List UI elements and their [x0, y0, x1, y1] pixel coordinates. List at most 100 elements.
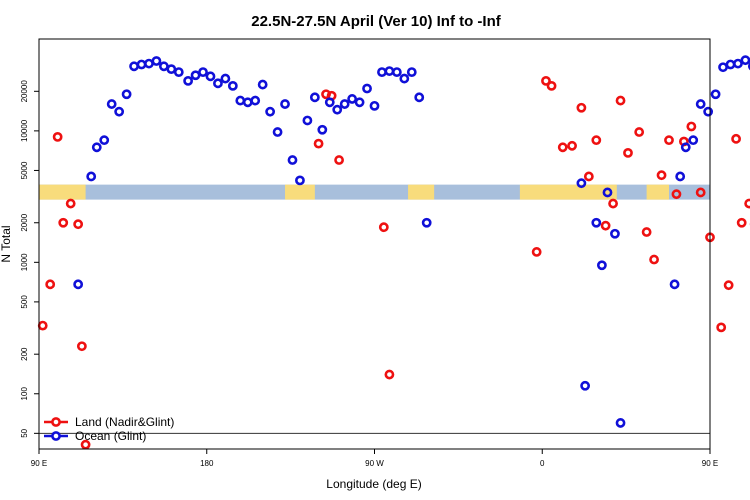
ocean-point-34 — [332, 104, 343, 115]
ocean-point-56 — [680, 142, 691, 153]
land-point-14 — [531, 247, 542, 257]
legend-marker-1 — [51, 431, 61, 441]
ocean-point-21 — [235, 95, 246, 106]
surface-band-land-4 — [646, 184, 669, 200]
ocean-point-43 — [399, 73, 410, 84]
surface-band-land-2 — [408, 184, 435, 200]
ocean-point-50 — [596, 260, 607, 271]
x-tick-label-2: 90 W — [365, 459, 384, 468]
ocean-point-46 — [421, 217, 432, 228]
ocean-point-31 — [309, 92, 320, 103]
land-point-23 — [608, 198, 618, 209]
ocean-point-9 — [144, 58, 154, 69]
chart-title: 22.5N-27.5N April (Ver 10) Inf to -Inf — [251, 13, 502, 30]
land-point-33 — [686, 121, 697, 132]
land-point-1 — [45, 279, 56, 290]
ocean-point-0 — [73, 279, 84, 290]
y-tick-label-1: 100 — [20, 387, 29, 401]
series-ocean — [73, 55, 750, 428]
land-point-2 — [52, 131, 63, 142]
ocean-point-23 — [250, 95, 261, 106]
land-point-20 — [583, 171, 594, 182]
plot-frame — [38, 38, 711, 450]
ocean-point-30 — [302, 115, 313, 126]
surface-band-land-1 — [285, 184, 315, 200]
land-point-39 — [736, 217, 747, 228]
ocean-point-36 — [347, 94, 358, 104]
ocean-point-47 — [576, 178, 587, 189]
ocean-point-11 — [158, 61, 169, 72]
land-point-36 — [716, 322, 727, 333]
ocean-point-3 — [99, 135, 110, 146]
ocean-point-41 — [384, 66, 395, 76]
ocean-point-54 — [669, 279, 680, 290]
ocean-point-7 — [129, 61, 139, 72]
ocean-point-32 — [317, 124, 328, 135]
y-tick-label-3: 500 — [20, 295, 29, 309]
ocean-point-42 — [391, 67, 402, 77]
ocean-point-8 — [136, 59, 147, 70]
land-point-5 — [73, 219, 84, 230]
legend-label-1: Ocean (Glint) — [75, 429, 146, 443]
ocean-point-6 — [121, 89, 132, 100]
ocean-point-24 — [257, 79, 268, 90]
land-point-17 — [557, 142, 568, 153]
x-axis: 90 E 180 90 W 0 90 E — [31, 449, 718, 468]
ocean-point-1 — [86, 171, 97, 182]
land-point-26 — [634, 127, 645, 137]
ocean-point-20 — [227, 80, 238, 91]
ocean-point-35 — [339, 99, 350, 109]
land-point-13 — [384, 369, 395, 380]
land-point-16 — [546, 80, 557, 91]
y-tick-label-8: 20000 — [20, 80, 29, 103]
ocean-point-39 — [369, 100, 380, 111]
ocean-point-52 — [610, 228, 620, 239]
ocean-point-62 — [725, 59, 736, 70]
ocean-point-58 — [695, 99, 706, 109]
ocean-point-63 — [733, 58, 743, 69]
ocean-point-25 — [265, 106, 276, 117]
ocean-point-17 — [205, 71, 216, 82]
ocean-point-45 — [414, 92, 425, 103]
ocean-point-61 — [718, 62, 728, 73]
land-point-27 — [641, 227, 652, 237]
ocean-point-40 — [377, 67, 387, 77]
ocean-point-51 — [602, 187, 613, 198]
legend-marker-0 — [51, 417, 61, 427]
y-tick-label-7: 10000 — [20, 119, 29, 142]
ocean-point-15 — [190, 70, 201, 81]
land-point-6 — [76, 341, 87, 352]
land-point-7 — [80, 439, 91, 450]
ocean-point-22 — [242, 97, 253, 108]
land-point-30 — [664, 135, 674, 146]
surface-band-land-0 — [39, 184, 86, 200]
ocean-point-60 — [710, 89, 721, 100]
ocean-point-48 — [580, 380, 591, 391]
ocean-point-2 — [91, 142, 102, 153]
y-tick-label-4: 1000 — [20, 253, 29, 271]
plot-area — [37, 55, 750, 450]
land-point-40 — [744, 198, 750, 209]
ocean-point-13 — [173, 67, 184, 77]
ocean-point-28 — [287, 155, 298, 165]
y-axis: 50 100 200 500 1000 2000 5000 10000 20000 — [20, 80, 39, 438]
x-axis-label: Longitude (deg E) — [326, 477, 421, 491]
y-tick-label-0: 50 — [20, 428, 29, 437]
land-point-28 — [649, 254, 659, 265]
ocean-point-55 — [675, 171, 686, 182]
land-point-8 — [313, 138, 324, 149]
y-tick-label-5: 2000 — [20, 213, 29, 231]
legend: Land (Nadir&Glint)Ocean (Glint) — [44, 415, 174, 443]
land-point-24 — [615, 95, 626, 106]
ocean-point-49 — [591, 217, 602, 228]
ocean-point-29 — [295, 175, 305, 186]
land-point-37 — [723, 280, 734, 291]
ocean-point-19 — [220, 73, 231, 84]
land-point-31 — [671, 189, 682, 200]
land-point-22 — [600, 220, 611, 231]
ocean-point-53 — [615, 418, 626, 428]
ocean-point-59 — [703, 106, 714, 117]
land-point-34 — [695, 187, 706, 198]
ocean-point-16 — [198, 67, 208, 77]
